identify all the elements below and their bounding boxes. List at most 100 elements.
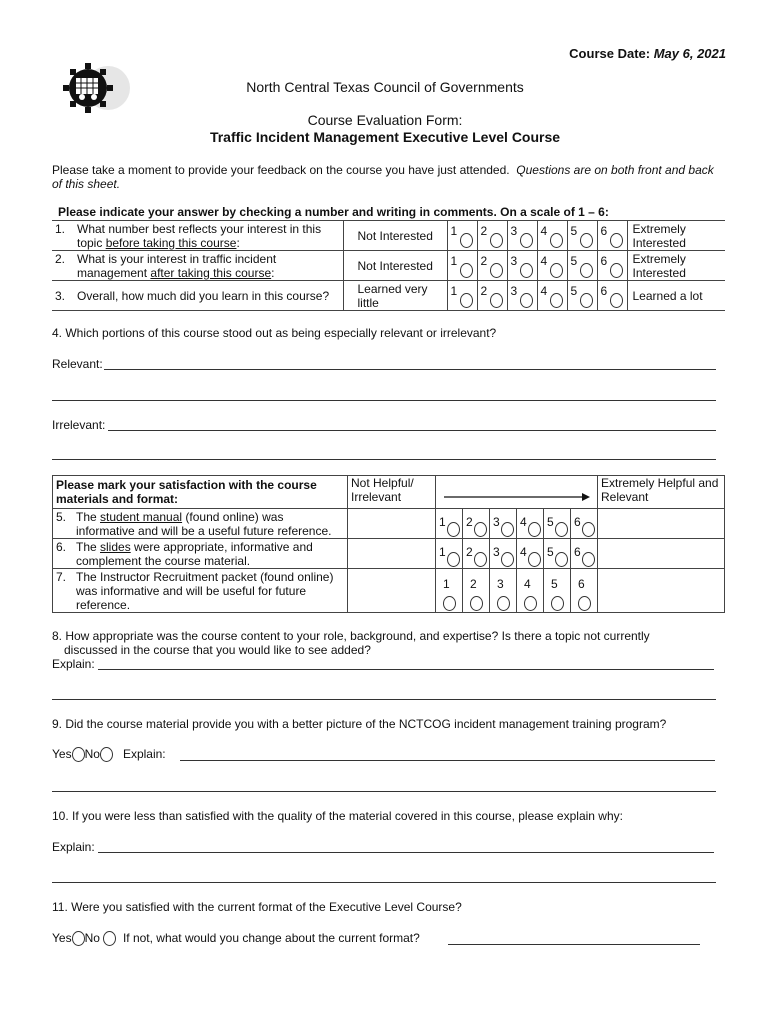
radio-button[interactable] [582, 552, 595, 567]
radio-button[interactable] [447, 552, 460, 567]
radio-button[interactable] [609, 293, 623, 308]
q9-yes-radio[interactable] [71, 747, 85, 763]
radio-button[interactable] [459, 263, 473, 278]
option-number: 6 [574, 515, 581, 529]
radio-button[interactable] [519, 293, 533, 308]
radio-button[interactable] [474, 552, 487, 567]
radio-button[interactable] [578, 596, 591, 611]
radio-button[interactable] [501, 522, 514, 537]
radio-button[interactable] [459, 293, 473, 308]
low-label: Learned very little [342, 280, 448, 311]
radio-button[interactable] [582, 522, 595, 537]
radio-button[interactable] [555, 552, 568, 567]
rating-option[interactable]: 2 [476, 220, 508, 251]
rating-option[interactable]: 6 [570, 538, 598, 569]
rating-option[interactable]: 3 [506, 220, 538, 251]
radio-button[interactable] [489, 233, 503, 248]
q11-input[interactable] [448, 944, 700, 945]
option-number: 2 [480, 254, 488, 268]
rating-option[interactable]: 5 [543, 568, 571, 613]
q8-line1: 8. How appropriate was the course conten… [52, 629, 650, 643]
q9-explain-input[interactable] [180, 760, 715, 761]
rating-option[interactable]: 4 [516, 568, 544, 613]
radio-button[interactable] [489, 263, 503, 278]
q11-no-radio[interactable] [103, 931, 117, 947]
q9-explain-line2[interactable] [52, 791, 716, 792]
rating-option[interactable]: 1 [446, 280, 478, 311]
rating-option[interactable]: 5 [543, 538, 571, 569]
rating-option[interactable]: 2 [476, 280, 508, 311]
rating-option[interactable]: 1 [435, 538, 463, 569]
option-number: 1 [450, 254, 458, 268]
rating-option[interactable]: 6 [596, 280, 628, 311]
radio-button[interactable] [470, 596, 483, 611]
radio-button[interactable] [459, 233, 473, 248]
irrelevant-input[interactable] [108, 430, 716, 431]
option-number: 3 [497, 577, 504, 591]
relevant-input[interactable] [104, 369, 716, 370]
rating-option[interactable]: 1 [435, 508, 463, 539]
option-number: 5 [551, 577, 558, 591]
radio-button[interactable] [501, 552, 514, 567]
rating-option[interactable]: 6 [596, 220, 628, 251]
q10-explain-input[interactable] [98, 852, 714, 853]
rating-option[interactable]: 5 [566, 220, 598, 251]
radio-button[interactable] [555, 522, 568, 537]
q8-explain-input[interactable] [98, 669, 714, 670]
radio-button[interactable] [519, 263, 533, 278]
rating-option[interactable]: 2 [476, 250, 508, 281]
rating-option[interactable]: 2 [462, 568, 490, 613]
radio-button[interactable] [443, 596, 456, 611]
radio-button[interactable] [551, 596, 564, 611]
radio-button[interactable] [579, 263, 593, 278]
radio-button[interactable] [549, 233, 563, 248]
rating-option[interactable]: 5 [566, 280, 598, 311]
radio-button[interactable] [609, 233, 623, 248]
radio-button[interactable] [474, 522, 487, 537]
radio-button[interactable] [497, 596, 510, 611]
radio-button[interactable] [579, 293, 593, 308]
relevant-input-line2[interactable] [52, 400, 716, 401]
radio-button[interactable] [579, 233, 593, 248]
rating-option[interactable]: 4 [536, 250, 568, 281]
rating-option[interactable]: 3 [489, 538, 517, 569]
rating-option[interactable]: 3 [489, 508, 517, 539]
option-number: 1 [450, 284, 458, 298]
q9-no-radio[interactable] [99, 747, 113, 763]
rating-option[interactable]: 4 [536, 220, 568, 251]
q11-yes-radio[interactable] [71, 931, 85, 947]
rating-option[interactable]: 6 [596, 250, 628, 281]
q8-explain-line2[interactable] [52, 699, 716, 700]
radio-button[interactable] [549, 293, 563, 308]
rating-option[interactable]: 4 [516, 538, 544, 569]
radio-button[interactable] [519, 233, 533, 248]
rating-option[interactable]: 5 [566, 250, 598, 281]
radio-button[interactable] [528, 552, 541, 567]
question-pre: What is your interest in traffic inciden… [77, 251, 277, 280]
rating-option[interactable]: 3 [506, 280, 538, 311]
radio-button[interactable] [528, 522, 541, 537]
question-body: What number best reflects your interest … [77, 222, 340, 250]
radio-button[interactable] [549, 263, 563, 278]
satisfaction-high-label: Extremely Helpful and Relevant [597, 475, 725, 509]
rating-option[interactable]: 2 [462, 508, 490, 539]
rating-option[interactable]: 1 [446, 250, 478, 281]
rating-option[interactable]: 6 [570, 568, 598, 613]
q10-explain-line2[interactable] [52, 882, 716, 883]
radio-button[interactable] [447, 522, 460, 537]
satisfaction-low-label: Not Helpful/ Irrelevant [347, 475, 436, 509]
radio-button[interactable] [609, 263, 623, 278]
rating-option[interactable]: 1 [446, 220, 478, 251]
radio-button[interactable] [489, 293, 503, 308]
satisfaction-header: Please mark your satisfaction with the c… [52, 475, 348, 509]
rating-option[interactable]: 3 [489, 568, 517, 613]
rating-option[interactable]: 5 [543, 508, 571, 539]
radio-button[interactable] [524, 596, 537, 611]
rating-option[interactable]: 4 [516, 508, 544, 539]
rating-option[interactable]: 3 [506, 250, 538, 281]
rating-option[interactable]: 1 [435, 568, 463, 613]
rating-option[interactable]: 2 [462, 538, 490, 569]
irrelevant-input-line2[interactable] [52, 459, 716, 460]
rating-option[interactable]: 4 [536, 280, 568, 311]
rating-option[interactable]: 6 [570, 508, 598, 539]
